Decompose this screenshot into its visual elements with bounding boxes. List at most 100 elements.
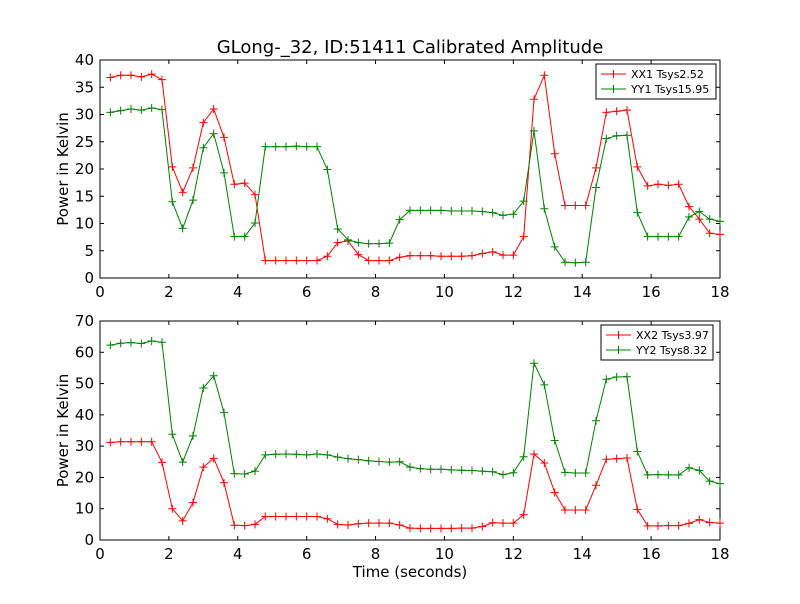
data-point-marker	[178, 188, 187, 197]
data-point-marker	[116, 106, 125, 115]
data-point-marker	[468, 206, 476, 215]
y-tick-label: 50	[75, 375, 94, 393]
data-point-marker	[199, 118, 208, 127]
data-point-marker	[478, 467, 487, 476]
data-point-marker	[571, 505, 580, 514]
data-point-marker	[695, 215, 704, 224]
data-point-marker	[540, 459, 549, 468]
y-tick-label: 5	[84, 242, 94, 260]
data-point-marker	[437, 252, 445, 261]
data-point-marker	[323, 252, 332, 261]
data-point-marker	[695, 207, 704, 216]
legend-label: YY1 Tsys15.95	[630, 83, 709, 96]
data-point-marker	[457, 252, 466, 261]
y-tick-label: 40	[75, 51, 94, 69]
data-point-marker	[385, 519, 394, 528]
data-point-marker	[685, 212, 693, 221]
x-tick-label: 12	[504, 545, 523, 563]
data-point-marker	[323, 514, 332, 523]
data-point-marker	[344, 235, 352, 244]
data-point-marker	[333, 520, 342, 529]
data-point-marker	[220, 408, 228, 417]
data-point-marker	[674, 232, 683, 241]
x-tick-label: 12	[504, 283, 523, 301]
y-tick-label: 30	[75, 106, 94, 124]
data-point-marker	[199, 383, 208, 392]
data-point-marker	[313, 256, 321, 265]
data-point-marker	[230, 469, 239, 478]
data-point-marker	[292, 256, 301, 265]
data-point-marker	[509, 519, 518, 528]
data-point-marker	[395, 457, 404, 466]
data-point-marker	[395, 253, 404, 262]
data-point-marker	[261, 450, 270, 459]
data-point-marker	[499, 470, 507, 479]
data-point-marker	[602, 108, 611, 117]
data-point-marker	[178, 458, 187, 467]
legend-label: YY2 Tsys8.32	[635, 344, 707, 357]
subplot-2: 0 2 4 6 8 10 12 14 16 18 0 10 20 30 40 50 60 70 Power in K…	[54, 312, 730, 581]
data-point-marker	[406, 206, 414, 215]
data-point-marker	[261, 256, 270, 265]
data-point-marker	[705, 215, 714, 224]
data-point-marker	[716, 479, 724, 488]
x-tick-label: 8	[371, 283, 381, 301]
data-point-marker	[426, 465, 435, 474]
data-point-marker	[623, 454, 631, 463]
data-point-marker	[633, 505, 642, 514]
data-point-marker	[674, 470, 683, 479]
y-tick-label: 20	[75, 468, 94, 486]
data-point-marker	[509, 251, 518, 260]
data-point-marker	[499, 211, 507, 220]
data-point-marker	[271, 450, 280, 459]
data-point-marker	[478, 249, 487, 258]
data-point-marker	[664, 521, 673, 530]
data-point-marker	[261, 142, 270, 151]
data-point-marker	[592, 183, 600, 192]
data-point-marker	[654, 232, 662, 241]
data-point-marker	[654, 470, 662, 479]
data-point-marker	[488, 467, 497, 476]
data-point-marker	[240, 179, 249, 188]
data-point-marker	[168, 430, 177, 439]
data-point-marker	[488, 518, 497, 527]
x-tick-label: 2	[164, 545, 174, 563]
data-point-marker	[643, 232, 652, 241]
data-point-marker	[168, 504, 177, 513]
data-point-marker	[344, 520, 352, 529]
data-point-marker	[437, 524, 445, 533]
data-point-marker	[127, 71, 135, 80]
data-point-marker	[189, 196, 197, 205]
data-point-marker	[561, 201, 569, 210]
data-point-marker	[457, 466, 466, 475]
data-point-marker	[571, 258, 580, 267]
data-point-marker	[168, 162, 177, 171]
y-tick-label: 60	[75, 343, 94, 361]
data-point-marker	[561, 505, 569, 514]
data-point-marker	[602, 455, 611, 464]
data-point-marker	[447, 524, 456, 533]
data-point-marker	[127, 105, 135, 114]
data-point-marker	[592, 481, 600, 490]
data-point-marker	[209, 454, 218, 463]
data-point-marker	[674, 180, 683, 189]
y-tick-label: 10	[75, 500, 94, 518]
legend-marker	[609, 85, 618, 93]
data-point-marker	[540, 204, 549, 213]
data-point-marker	[571, 201, 580, 210]
data-point-marker	[406, 524, 414, 533]
data-point-marker	[271, 142, 280, 151]
data-point-marker	[416, 251, 425, 260]
data-point-marker	[302, 450, 311, 459]
data-point-marker	[561, 468, 569, 477]
data-point-marker	[550, 149, 559, 158]
data-point-marker	[519, 510, 528, 519]
axes-frame	[99, 320, 721, 541]
data-point-marker	[406, 463, 414, 472]
data-point-marker	[550, 488, 559, 497]
data-point-marker	[137, 72, 146, 81]
data-point-marker	[674, 521, 683, 530]
data-point-marker	[406, 251, 414, 260]
data-point-marker	[106, 108, 115, 117]
